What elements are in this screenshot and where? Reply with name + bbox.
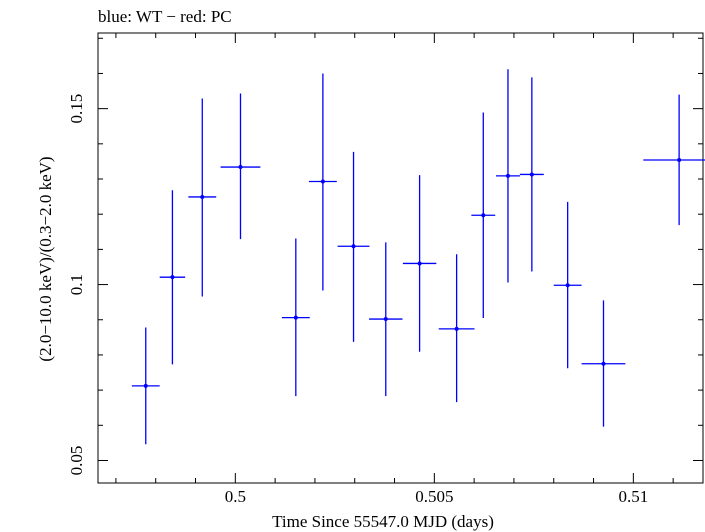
chart-title: blue: WT − red: PC	[98, 7, 232, 26]
data-point	[643, 94, 705, 226]
x-tick-label: 0.5	[225, 487, 246, 506]
x-tick-label: 0.51	[618, 487, 648, 506]
y-tick-label: 0.1	[67, 274, 86, 295]
data-marker	[601, 361, 606, 366]
data-marker	[143, 383, 148, 388]
data-point	[438, 254, 475, 403]
data-marker	[454, 326, 459, 331]
data-marker	[351, 244, 356, 249]
data-point	[188, 98, 217, 297]
data-marker	[293, 315, 298, 320]
y-tick-label: 0.15	[67, 94, 86, 124]
data-point	[553, 201, 582, 369]
y-tick-label: 0.05	[67, 446, 86, 476]
data-points	[131, 69, 705, 445]
data-marker	[320, 179, 325, 184]
data-marker	[677, 158, 682, 163]
y-axis-label: (2.0−10.0 keV)/(0.3−2.0 keV)	[36, 156, 55, 361]
data-point	[369, 242, 403, 397]
plot-frame	[97, 32, 704, 484]
data-point	[308, 73, 337, 291]
data-marker	[505, 173, 510, 178]
data-point	[131, 327, 160, 445]
data-point	[519, 77, 544, 272]
data-point	[402, 175, 437, 352]
data-marker	[383, 317, 388, 322]
data-point	[220, 93, 261, 240]
data-point	[159, 190, 186, 365]
x-axis-label: Time Since 55547.0 MJD (days)	[272, 512, 494, 531]
data-marker	[481, 213, 486, 218]
data-marker	[200, 194, 205, 199]
data-point	[337, 151, 370, 342]
data-marker	[529, 172, 534, 177]
data-point	[281, 238, 310, 397]
data-point	[471, 112, 496, 318]
data-point	[581, 300, 626, 427]
data-marker	[565, 283, 570, 288]
x-tick-label: 0.505	[415, 487, 453, 506]
axis-ticks: 0.5 0.505 0.51 0.05 0.1 0.15	[67, 33, 703, 506]
data-marker	[417, 261, 422, 266]
data-marker	[238, 165, 243, 170]
data-point	[496, 69, 520, 283]
data-marker	[170, 275, 175, 280]
